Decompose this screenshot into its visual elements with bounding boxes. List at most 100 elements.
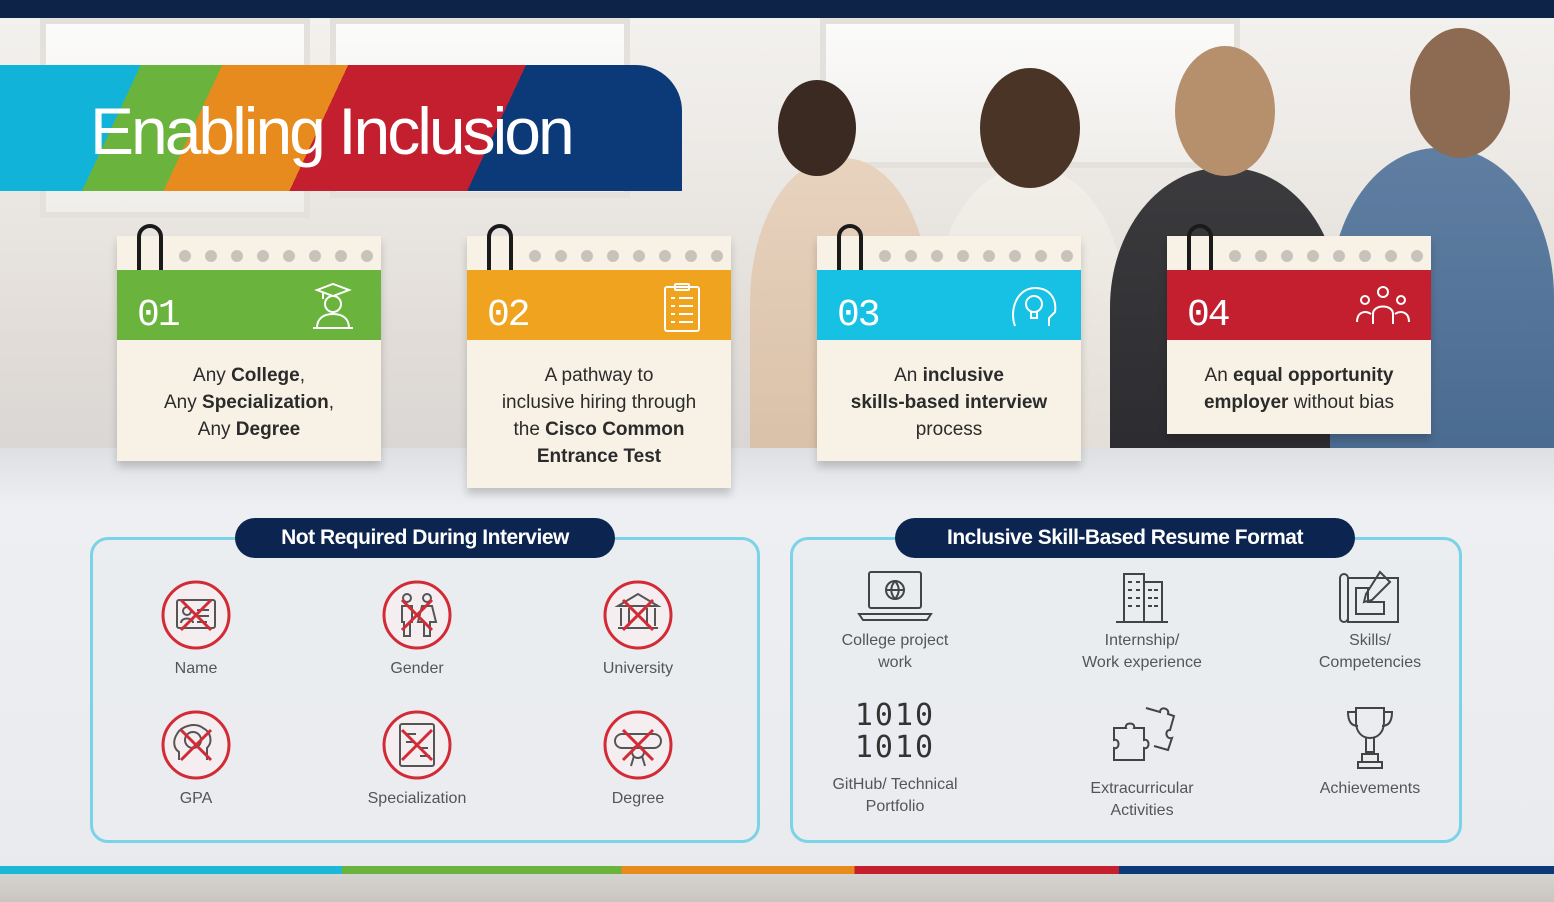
card-text-segment: Entrance Test bbox=[536, 446, 662, 467]
resume-item-skills: Skills/Competencies bbox=[1280, 568, 1460, 674]
trophy-icon bbox=[1346, 707, 1394, 769]
card-text: A pathway to inclusive hiring through the … bbox=[467, 340, 731, 488]
binary-code-icon: 1010 1010 bbox=[854, 698, 936, 765]
card-03: 03 An inclusive skills-based interview pro… bbox=[817, 224, 1081, 461]
slide: Enabling Inclusion 01 Any College, Any Sp… bbox=[0, 18, 1554, 902]
card-text: An equal opportunity employer without bia… bbox=[1167, 340, 1431, 434]
card-text-line: An equal opportunity bbox=[1177, 362, 1421, 389]
card-text-segment: , bbox=[328, 392, 334, 413]
card-text-segment: Cisco Common bbox=[545, 419, 685, 440]
card-text-line: Any Degree bbox=[127, 416, 371, 443]
item-label: University bbox=[602, 660, 674, 677]
ring-hole bbox=[957, 250, 969, 262]
title-banner: Enabling Inclusion bbox=[0, 65, 682, 191]
card-header: 02 bbox=[467, 270, 731, 340]
puzzle-icon bbox=[1113, 707, 1176, 761]
id-card-crossed-icon bbox=[161, 580, 231, 650]
people-icon bbox=[1356, 286, 1410, 324]
item-label: Degree bbox=[611, 790, 665, 807]
card-text-line: Any Specialization, bbox=[127, 389, 371, 416]
lightbulb-head-icon bbox=[1012, 286, 1057, 327]
ring-hole bbox=[607, 250, 619, 262]
laptop-globe-icon bbox=[857, 571, 933, 621]
ring-hole bbox=[361, 250, 373, 262]
color-stripe bbox=[0, 866, 1554, 874]
ring-hole bbox=[1009, 250, 1021, 262]
card-04: 04 An equal opportunity employer without … bbox=[1167, 224, 1431, 434]
resume-item-internship: Internship/Work experience bbox=[1052, 568, 1232, 674]
card-text: An inclusive skills-based interview proces… bbox=[817, 340, 1081, 461]
ring-hole bbox=[335, 250, 347, 262]
card-text-line: employer without bias bbox=[1177, 389, 1421, 416]
card-header: 04 bbox=[1167, 270, 1431, 340]
not-required-item-gender: Gender bbox=[327, 578, 507, 680]
card-text-line: Entrance Test bbox=[477, 443, 721, 470]
university-crossed-icon bbox=[603, 580, 673, 650]
item-label: GitHub/ Technical Portfolio bbox=[832, 776, 958, 815]
card-text-segment: Any bbox=[163, 392, 203, 413]
ring-hole bbox=[1385, 250, 1397, 262]
page-title: Enabling Inclusion bbox=[90, 94, 575, 168]
not-required-item-specialization: Specialization bbox=[327, 708, 507, 810]
diploma-crossed-icon bbox=[603, 710, 673, 780]
item-label: Extracurricular Activities bbox=[1090, 780, 1194, 819]
card-text-line: the Cisco Common bbox=[477, 416, 721, 443]
card-number: 04 bbox=[1187, 294, 1231, 337]
card-text-line: An inclusive bbox=[827, 362, 1071, 389]
ring-hole bbox=[659, 250, 671, 262]
card-notebook-rings bbox=[117, 236, 381, 270]
ring-hole bbox=[633, 250, 645, 262]
card-text-segment: A pathway to bbox=[544, 365, 654, 386]
resume-format-title: Inclusive Skill-Based Resume Format bbox=[895, 518, 1355, 558]
clipboard-icon bbox=[664, 283, 700, 332]
item-label: Achievements bbox=[1319, 780, 1421, 797]
ring-hole bbox=[879, 250, 891, 262]
not-required-item-university: University bbox=[548, 578, 728, 680]
card-text-segment: employer bbox=[1203, 392, 1289, 413]
item-label: Gender bbox=[390, 660, 444, 677]
card-text-segment: Any bbox=[193, 365, 232, 386]
card-text: Any College, Any Specialization, Any Degre… bbox=[117, 340, 381, 461]
card-text-segment: inclusive bbox=[922, 365, 1004, 386]
card-text-segment: An bbox=[1204, 365, 1234, 386]
card-text-segment: equal opportunity bbox=[1233, 365, 1394, 386]
ring-hole bbox=[1359, 250, 1371, 262]
ring-hole bbox=[555, 250, 567, 262]
card-number: 02 bbox=[487, 294, 531, 337]
card-header: 01 bbox=[117, 270, 381, 340]
item-label: Name bbox=[174, 660, 218, 677]
item-label: College project work bbox=[841, 632, 949, 671]
brain-crossed-icon bbox=[161, 710, 231, 780]
card-text-segment: An bbox=[894, 365, 923, 386]
card-text-segment: , bbox=[299, 365, 305, 386]
ring-hole bbox=[1411, 250, 1423, 262]
card-02: 02 A pathway to inclusive hiring through t… bbox=[467, 224, 731, 488]
item-label: Internship/Work experience bbox=[1082, 632, 1202, 671]
ring-hole bbox=[905, 250, 917, 262]
card-text-segment: Specialization bbox=[202, 392, 329, 413]
card-text-segment: inclusive hiring through bbox=[501, 392, 697, 413]
ring-hole bbox=[309, 250, 321, 262]
card-text-segment: Degree bbox=[235, 419, 301, 440]
ring-hole bbox=[983, 250, 995, 262]
ring-hole bbox=[581, 250, 593, 262]
not-required-item-degree: Degree bbox=[548, 708, 728, 810]
ring-hole bbox=[205, 250, 217, 262]
card-text-line: inclusive hiring through bbox=[477, 389, 721, 416]
ring-hole bbox=[711, 250, 723, 262]
card-text-segment: skills-based interview bbox=[850, 392, 1048, 413]
bottom-photo-strip bbox=[0, 874, 1554, 902]
card-text-segment: without bias bbox=[1288, 392, 1395, 413]
ring-hole bbox=[1229, 250, 1241, 262]
ring-hole bbox=[1035, 250, 1047, 262]
ring-hole bbox=[179, 250, 191, 262]
not-required-item-gpa: GPA bbox=[106, 708, 286, 810]
card-text-line: Any College, bbox=[127, 362, 371, 389]
card-text-line: process bbox=[827, 416, 1071, 443]
item-label: Specialization bbox=[367, 790, 467, 807]
resume-item-github: 1010 1010 GitHub/ Technical Portfolio bbox=[805, 700, 985, 818]
ring-hole bbox=[1061, 250, 1073, 262]
resume-item-college-project: College project work bbox=[805, 568, 985, 674]
resume-item-achievements: Achievements bbox=[1280, 702, 1460, 800]
ring-hole bbox=[529, 250, 541, 262]
